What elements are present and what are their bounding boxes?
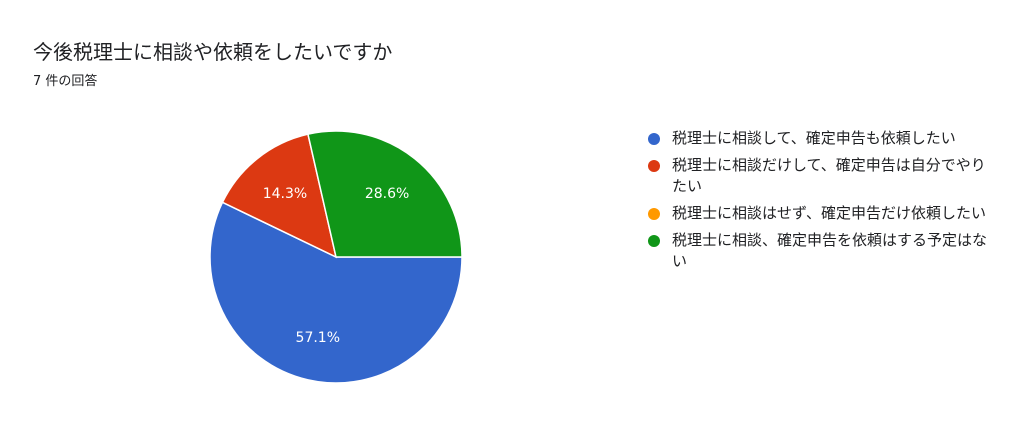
legend-color-dot-icon (648, 235, 660, 247)
slice-percent-label: 57.1% (296, 330, 340, 346)
legend-color-dot-icon (648, 133, 660, 145)
response-count: 7 件の回答 (33, 74, 98, 89)
legend-item: 税理士に相談はせず、確定申告だけ依頼したい (648, 203, 988, 224)
legend-label: 税理士に相談だけして、確定申告は自分でやりたい (672, 156, 986, 195)
slice-percent-label: 14.3% (263, 186, 307, 202)
pie-slice (209, 201, 463, 384)
chart-title: 今後税理士に相談や依頼をしたいですか (33, 40, 393, 64)
legend-label: 税理士に相談はせず、確定申告だけ依頼したい (672, 204, 986, 222)
slice-percent-label: 28.6% (365, 186, 409, 202)
pie-slice (307, 130, 463, 258)
legend: 税理士に相談して、確定申告も依頼したい税理士に相談だけして、確定申告は自分でやり… (648, 128, 988, 278)
legend-label: 税理士に相談して、確定申告も依頼したい (672, 129, 956, 147)
legend-item: 税理士に相談、確定申告を依頼はする予定はない (648, 230, 988, 272)
pie-chart: 57.1% 14.3% 28.6% (209, 130, 463, 384)
legend-color-dot-icon (648, 160, 660, 172)
legend-label: 税理士に相談、確定申告を依頼はする予定はない (672, 231, 988, 270)
legend-color-dot-icon (648, 208, 660, 220)
legend-item: 税理士に相談だけして、確定申告は自分でやりたい (648, 155, 988, 197)
pie-slice (221, 133, 338, 259)
legend-item: 税理士に相談して、確定申告も依頼したい (648, 128, 988, 149)
